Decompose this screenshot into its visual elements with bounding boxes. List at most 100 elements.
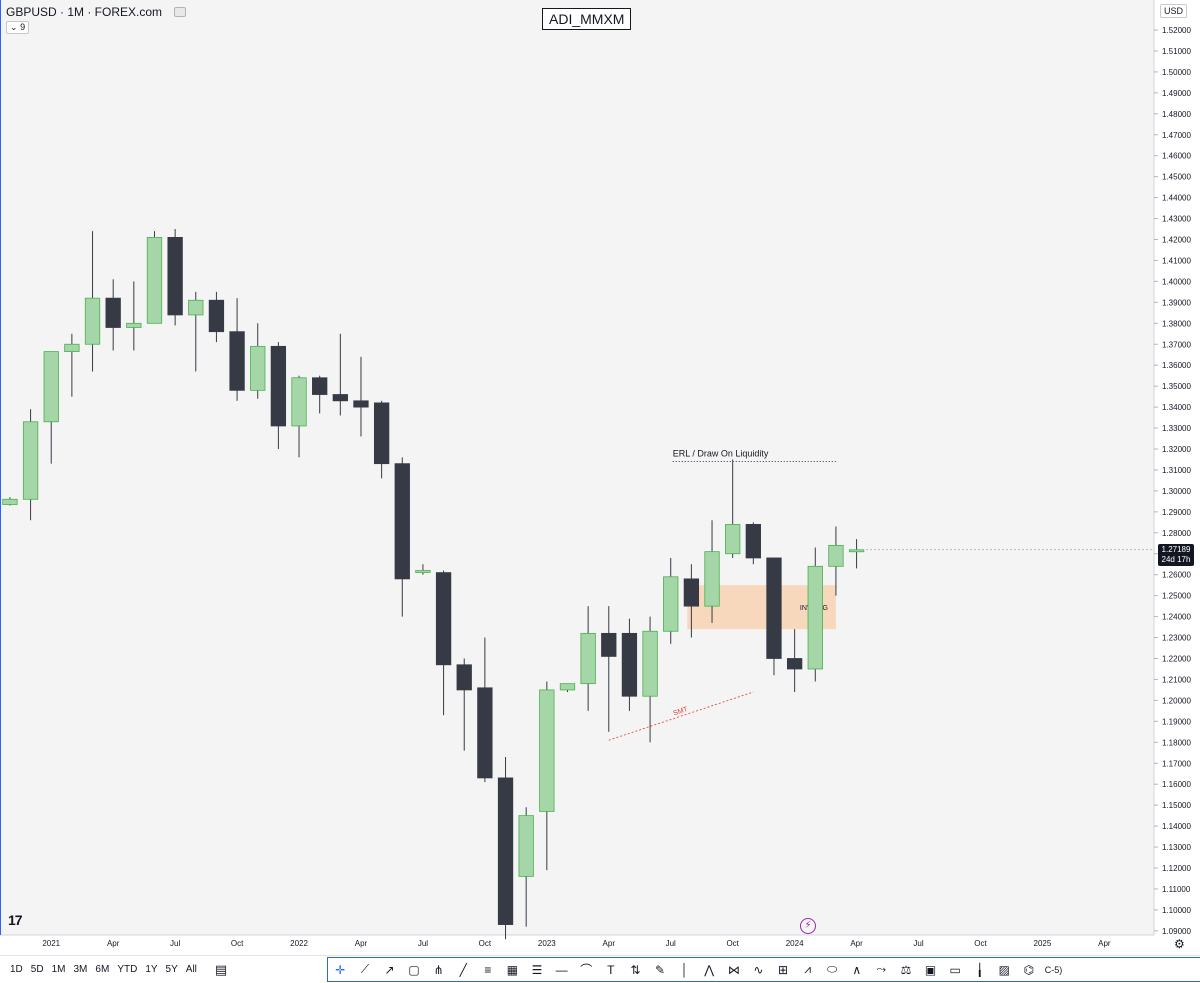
gann-icon[interactable]: ⊞: [777, 962, 789, 977]
line-icon[interactable]: ╱: [459, 962, 467, 977]
candle-2021-10: [208, 291, 225, 343]
ellipse-icon[interactable]: ⬭: [827, 962, 838, 976]
y-tick-label: 1.24000: [1162, 613, 1191, 622]
range-button-ytd[interactable]: YTD: [117, 964, 138, 975]
indicator-count: 9: [20, 22, 26, 32]
symbol-title: GBPUSD · 1M · FOREX.com: [6, 5, 163, 19]
calendar-icon[interactable]: ▤: [214, 961, 228, 977]
y-tick-label: 1.30000: [1162, 487, 1191, 496]
ray-icon[interactable]: ↗: [384, 962, 395, 977]
candle-body: [43, 351, 59, 423]
y-tick-label: 1.31000: [1162, 466, 1191, 475]
channel-icon[interactable]: ≡: [484, 962, 492, 977]
range-button-5d[interactable]: 5D: [30, 964, 44, 975]
currency-button[interactable]: USD: [1160, 4, 1188, 18]
candle-body: [497, 777, 514, 925]
y-tick-label: 1.36000: [1162, 361, 1191, 370]
candle-2022-11: [477, 637, 493, 783]
bars-pattern-icon[interactable]: ╽: [976, 962, 984, 977]
curve-icon[interactable]: ∿: [753, 962, 764, 977]
candle-body: [312, 377, 328, 395]
gear-icon[interactable]: ⚙: [1174, 937, 1185, 951]
brush-icon[interactable]: ✎: [654, 962, 666, 977]
magnet-icon[interactable]: ⌬: [1023, 962, 1035, 977]
y-tick-label: 1.37000: [1162, 340, 1191, 349]
crosshair-icon[interactable]: ✛: [335, 962, 346, 977]
y-tick-label: 1.13000: [1162, 843, 1191, 852]
candle-2023-03: [559, 683, 576, 693]
range-button-3m[interactable]: 3M: [73, 964, 88, 975]
xabcd-icon[interactable]: ⋈: [727, 962, 740, 977]
pitchfork-icon[interactable]: ⋔: [433, 962, 444, 977]
candle-2023-04: [580, 606, 596, 711]
candle-body: [270, 345, 287, 427]
bottom-bar: 1D 5D 1M 3M 6M YTD 1Y 5Y All ▤ ✛ ⟋ ↗ ▢ ⋔ ╱ ≡ ▦ ☰ — ⌒ T ⇅ ✎ │ ⋀ ⋈…: [0, 955, 1200, 983]
elliott-icon[interactable]: ∧: [852, 962, 862, 977]
range-button-1d[interactable]: 1D: [10, 964, 23, 975]
y-tick-label: 1.49000: [1162, 89, 1191, 98]
head-shoulders-icon[interactable]: ⩘: [804, 962, 811, 976]
path-icon[interactable]: ⤳: [876, 962, 887, 976]
trend-line-icon[interactable]: ⟋: [360, 962, 370, 976]
x-tick-label: 2024: [786, 939, 804, 948]
candle-body: [250, 345, 266, 391]
y-tick-label: 1.50000: [1162, 68, 1191, 77]
y-tick-label: 1.28000: [1162, 529, 1191, 538]
candle-body: [208, 299, 225, 333]
plot-background: [0, 0, 1154, 935]
x-tick-label: Apr: [107, 939, 120, 948]
comment-icon[interactable]: ▭: [949, 962, 961, 977]
candle-body: [105, 297, 121, 328]
image-icon[interactable]: ▨: [998, 962, 1010, 977]
x-tick-label: Oct: [479, 939, 492, 948]
candle-body: [477, 687, 493, 779]
candle-body: [84, 297, 101, 345]
measure-icon[interactable]: ⚖: [900, 962, 912, 977]
vertical-line-icon[interactable]: │: [680, 962, 689, 977]
countdown: 24d 17h: [1161, 555, 1191, 564]
range-button-6m[interactable]: 6M: [95, 964, 110, 975]
eye-icon[interactable]: [174, 7, 187, 17]
candle-body: [435, 572, 452, 666]
y-tick-label: 1.35000: [1162, 382, 1191, 391]
candle-2021-09: [188, 291, 204, 372]
frame-icon[interactable]: ▣: [924, 962, 937, 977]
candle-body: [373, 402, 390, 465]
y-tick-label: 1.46000: [1162, 152, 1191, 161]
range-button-1y[interactable]: 1Y: [145, 964, 158, 975]
arc-icon[interactable]: ⌒: [580, 963, 593, 977]
candle-body: [394, 463, 410, 580]
indicator-toggle[interactable]: ⌄ 9: [6, 21, 30, 34]
long-position-icon[interactable]: ⇅: [630, 962, 641, 977]
candle-body: [126, 322, 142, 328]
x-tick-label: Apr: [850, 939, 863, 948]
lightning-icon[interactable]: ⚡: [800, 918, 816, 934]
x-tick-label: Jul: [170, 939, 180, 948]
horizontal-line-icon[interactable]: —: [555, 962, 568, 977]
y-tick-label: 1.29000: [1162, 508, 1191, 517]
y-tick-label: 1.26000: [1162, 571, 1191, 580]
candle-2022-07: [394, 457, 410, 617]
candle-2021-11: [229, 298, 245, 401]
grid-icon[interactable]: ▦: [506, 962, 519, 977]
fib-icon[interactable]: ☰: [531, 962, 543, 977]
candle-2023-07: [642, 616, 658, 743]
text-icon[interactable]: T: [607, 962, 615, 977]
abcd-icon[interactable]: ⋀: [704, 962, 715, 977]
price-chart[interactable]: 1.52000 1.51000 1.50000 1.49000 1.48000 1.470…: [0, 0, 1200, 955]
y-tick-label: 1.25000: [1162, 592, 1191, 601]
symbol-info[interactable]: GBPUSD · 1M · FOREX.com: [6, 5, 187, 19]
range-button-1m[interactable]: 1M: [51, 964, 66, 975]
candle-body: [580, 632, 596, 685]
candle-body: [725, 524, 741, 555]
tradingview-logo[interactable]: 17: [8, 912, 23, 928]
candle-2022-04: [332, 333, 348, 416]
y-tick-label: 1.52000: [1162, 26, 1191, 35]
chart-area[interactable]: 1.52000 1.51000 1.50000 1.49000 1.48000 1.470…: [0, 0, 1200, 955]
range-button-5y[interactable]: 5Y: [165, 964, 178, 975]
candle-body: [601, 632, 617, 657]
rectangle-icon[interactable]: ▢: [408, 962, 420, 977]
candle-body: [188, 299, 204, 316]
y-tick-label: 1.41000: [1162, 256, 1191, 265]
range-button-all[interactable]: All: [185, 964, 197, 975]
